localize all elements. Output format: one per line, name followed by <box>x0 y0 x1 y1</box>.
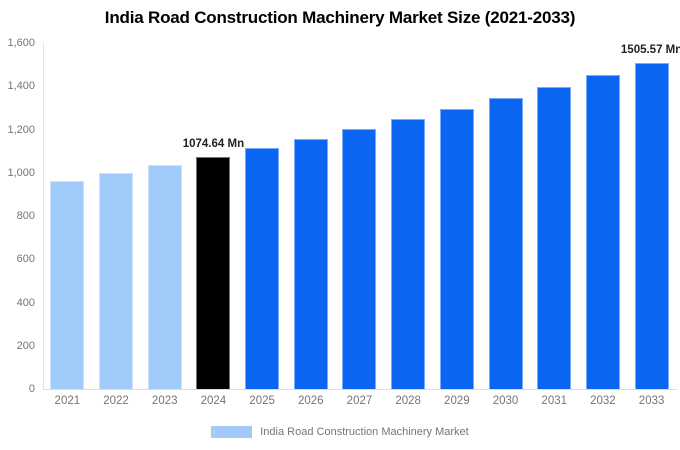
x-tick-label: 2024 <box>200 395 227 407</box>
y-tick-label: 0 <box>28 383 35 395</box>
bar-2032[interactable] <box>585 75 620 389</box>
y-tick-label: 400 <box>16 296 35 309</box>
bar-slot <box>238 43 287 389</box>
legend-swatch-icon <box>211 426 253 438</box>
y-axis: 0 200 400 600 800 1,000 1,200 1,400 1,600 <box>0 37 35 395</box>
x-tick-label: 2031 <box>541 395 568 407</box>
bar-2025[interactable] <box>245 147 280 389</box>
bar-2031[interactable] <box>537 86 572 389</box>
x-tick-label: 2030 <box>492 395 519 407</box>
bar-slot <box>140 43 189 389</box>
bar-slot <box>433 43 482 389</box>
bar-slot: 1074.64 Mn <box>183 43 244 389</box>
bar-2028[interactable] <box>391 119 426 389</box>
legend-item[interactable]: India Road Construction Machinery Market <box>0 426 680 438</box>
chart-title: India Road Construction Machinery Market… <box>104 8 576 27</box>
x-tick-label: 2022 <box>103 395 129 407</box>
bar-slot <box>92 43 141 389</box>
bar-slot <box>481 43 530 389</box>
x-tick-label: 2025 <box>249 395 275 407</box>
bar-2021[interactable] <box>50 181 85 389</box>
y-tick-label: 1,400 <box>7 80 35 93</box>
x-tick-label: 2032 <box>590 395 616 407</box>
bar-slot <box>530 43 579 389</box>
x-tick-label: 2029 <box>444 395 470 407</box>
value-label-2033: 1505.57 Mn <box>620 44 680 57</box>
x-tick-label: 2033 <box>638 395 665 407</box>
x-axis: 2021 2022 2023 2024 2025 2026 2027 2028 2029 2030… <box>43 395 676 407</box>
bar-slot <box>43 43 92 389</box>
y-tick-label: 1,000 <box>7 166 35 179</box>
bar-2022[interactable] <box>99 173 134 389</box>
bar-slot <box>579 43 628 389</box>
x-tick-label: 2027 <box>346 395 373 407</box>
y-tick-label: 200 <box>16 339 35 352</box>
bar-2026[interactable] <box>293 138 328 389</box>
bar-slot <box>286 43 335 389</box>
value-label-2024: 1074.64 Mn <box>182 137 245 150</box>
x-tick-label: 2028 <box>395 395 421 407</box>
bar-2027[interactable] <box>342 128 377 389</box>
y-tick-label: 1,200 <box>7 123 35 136</box>
bar-2029[interactable] <box>439 108 474 389</box>
bar-2033[interactable] <box>634 63 669 389</box>
bar-series: 1074.64 Mn 1505.57 Mn <box>43 43 680 389</box>
x-tick-label: 2026 <box>297 395 324 407</box>
bar-2024[interactable] <box>196 156 231 389</box>
bar-slot <box>384 43 433 389</box>
x-tick-label: 2023 <box>151 395 178 407</box>
y-tick-label: 1,600 <box>7 37 35 49</box>
y-tick-label: 800 <box>16 210 35 222</box>
legend-label: India Road Construction Machinery Market <box>260 426 469 438</box>
bar-2023[interactable] <box>147 165 182 389</box>
bar-2030[interactable] <box>488 98 523 389</box>
bar-slot: 1505.57 Mn <box>621 43 680 389</box>
bar-slot <box>335 43 384 389</box>
x-tick-label: 2021 <box>54 395 81 407</box>
y-tick-label: 600 <box>16 253 35 266</box>
